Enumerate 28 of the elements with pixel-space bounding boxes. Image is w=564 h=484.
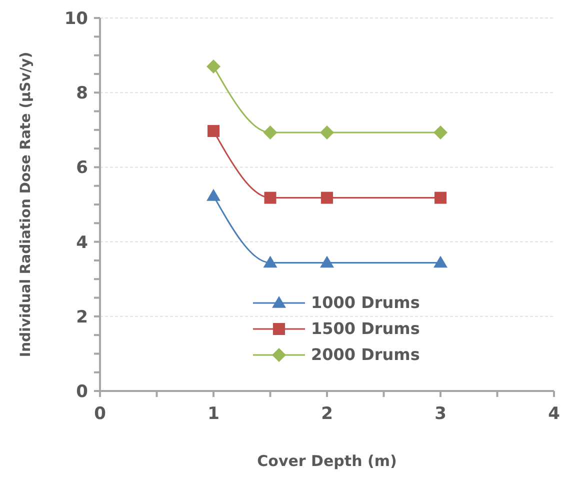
point — [263, 126, 278, 140]
point — [208, 125, 220, 138]
point — [434, 256, 448, 268]
legend-label: 2000 Drums — [311, 344, 420, 366]
y-axis-title: Individual Radiation Dose Rate (µSv/y) — [18, 52, 34, 358]
point — [321, 192, 333, 204]
x-axis-title: Cover Depth (m) — [257, 452, 397, 470]
point — [434, 192, 446, 204]
point — [320, 126, 334, 140]
point — [434, 126, 448, 140]
point — [263, 256, 278, 268]
x-tick-label: 4 — [548, 404, 560, 424]
y-tick-label: 10 — [64, 9, 88, 29]
point — [206, 59, 220, 74]
x-tick-label: 2 — [321, 404, 333, 424]
x-tick-label: 0 — [94, 404, 106, 424]
x-tick-label: 3 — [434, 404, 446, 424]
y-tick-label: 8 — [76, 84, 88, 104]
point — [206, 188, 220, 201]
y-tick-label: 0 — [76, 382, 88, 402]
y-tick-label: 2 — [76, 307, 88, 328]
legend-label: 1500 Drums — [311, 318, 420, 340]
y-tick-label: 6 — [76, 158, 88, 178]
legend-label: 1000 Drums — [311, 292, 420, 314]
y-tick-label: 4 — [76, 232, 88, 253]
x-tick-label: 1 — [208, 404, 220, 424]
point — [320, 256, 334, 268]
point — [264, 192, 276, 204]
